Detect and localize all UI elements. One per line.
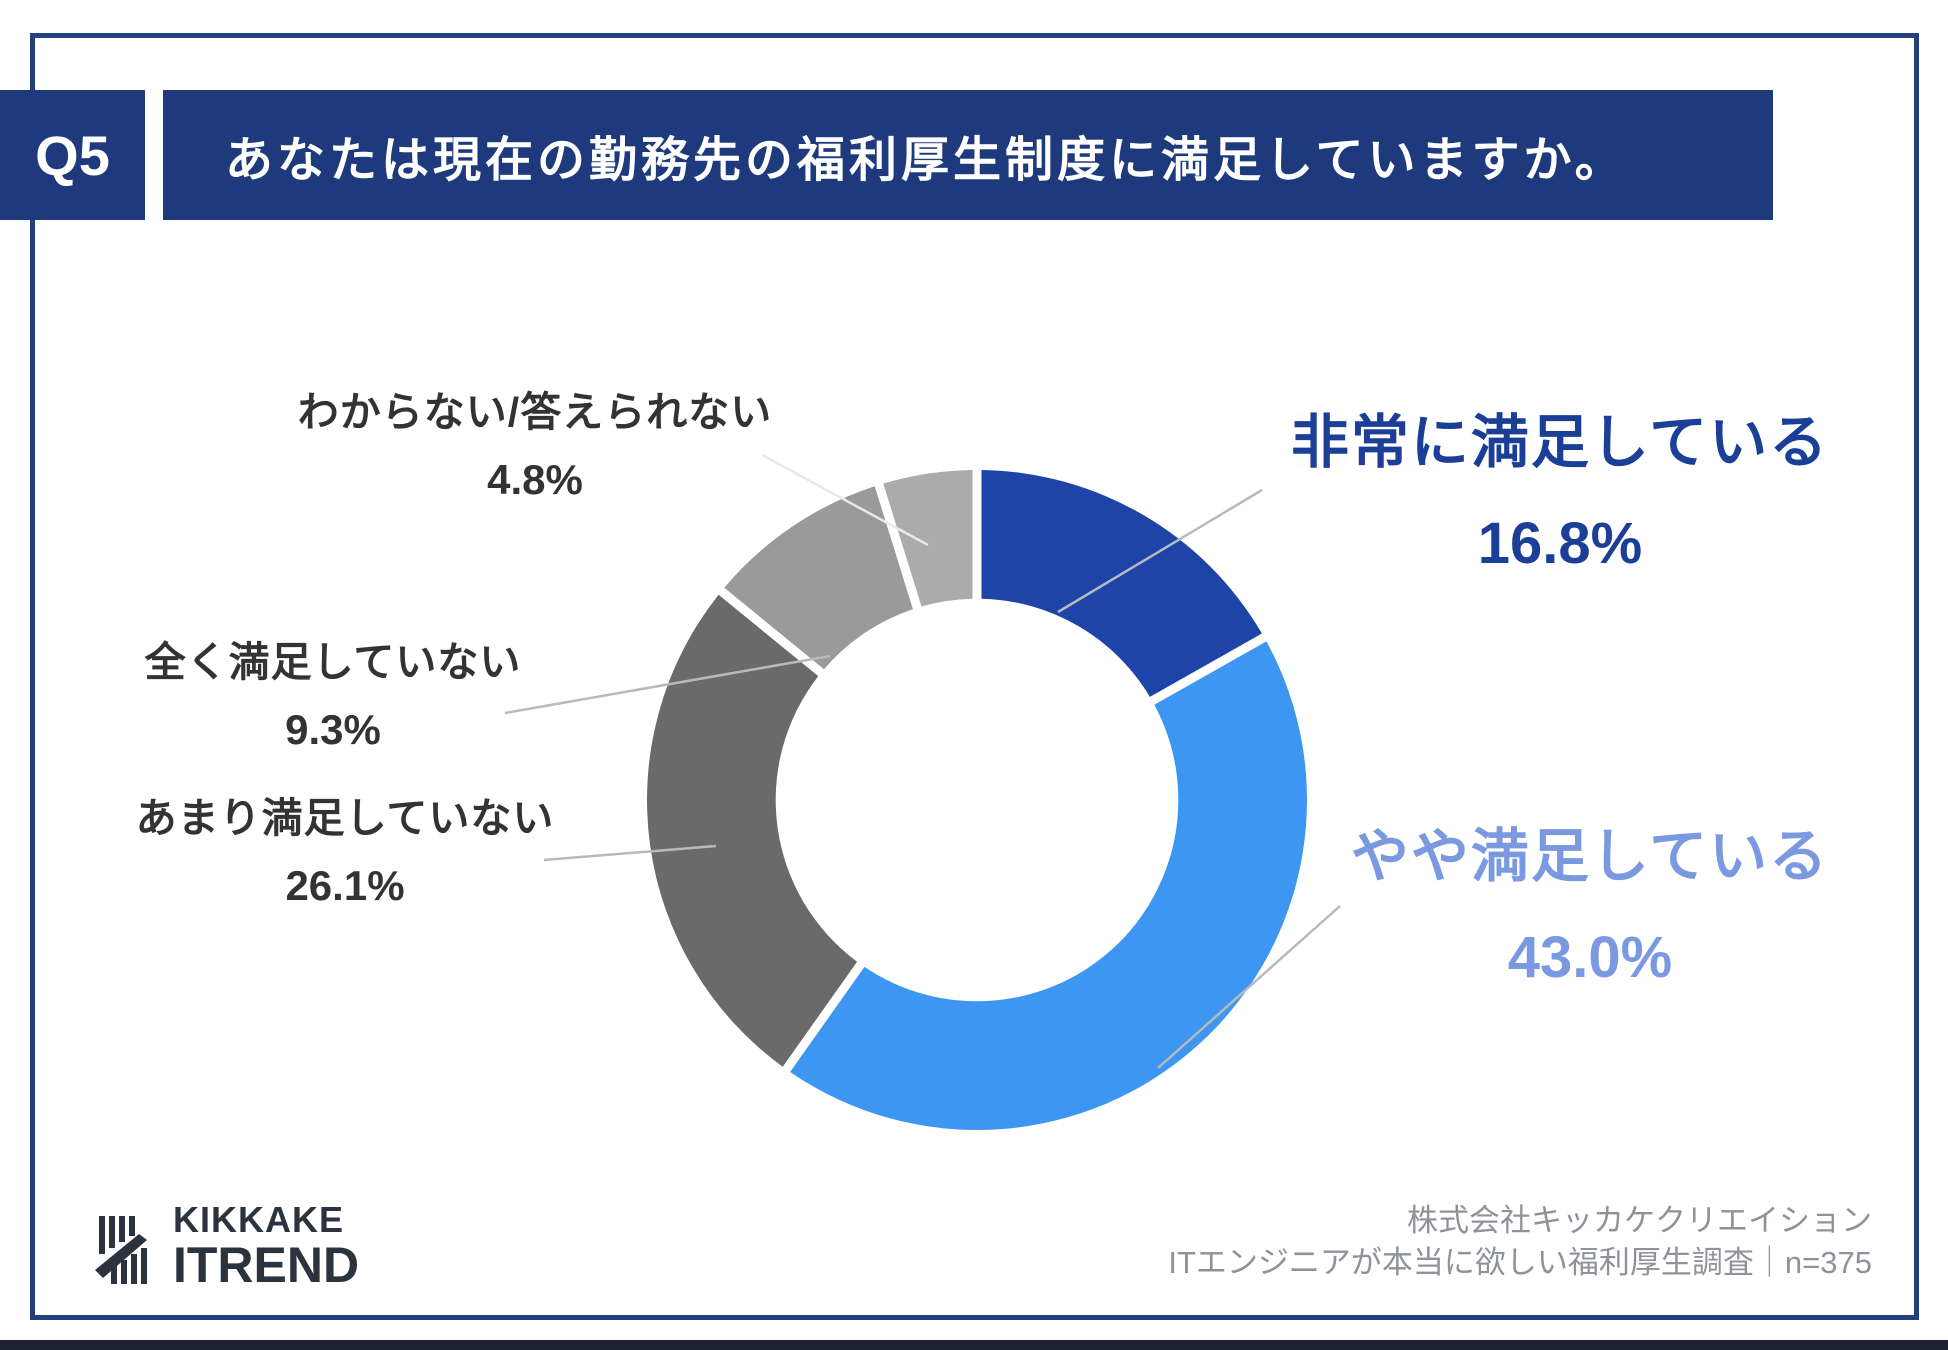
callout-somewhat-satisfied-label: やや満足している bbox=[1350, 824, 1830, 889]
page-frame bbox=[30, 33, 1919, 1320]
callout-somewhat-satisfied: やや満足している 43.0% bbox=[1351, 822, 1829, 988]
callout-not-at-all-satisfied-label: 全く満足していない bbox=[144, 639, 522, 685]
donut-slice-0 bbox=[981, 470, 1262, 697]
logo-bars-icon bbox=[95, 1216, 147, 1284]
callout-not-at-all-satisfied-pct: 9.3% bbox=[285, 706, 381, 753]
credit-survey-name: ITエンジニアが本当に欲しい福利厚生調査｜n=375 bbox=[1168, 1244, 1872, 1280]
question-number-box: Q5 bbox=[0, 90, 145, 220]
callout-very-satisfied: 非常に満足している 16.8% bbox=[1291, 408, 1829, 574]
callout-not-very-satisfied-label: あまり満足していない bbox=[135, 795, 555, 841]
donut-chart bbox=[647, 470, 1307, 1130]
callout-dont-know-pct: 4.8% bbox=[487, 456, 583, 503]
callout-not-at-all-satisfied: 全く満足していない 9.3% bbox=[145, 636, 522, 752]
bottom-edge-strip bbox=[0, 1340, 1948, 1350]
callout-dont-know-label: わからない/答えられない bbox=[297, 389, 773, 435]
survey-credit: 株式会社キッカケクリエイション ITエンジニアが本当に欲しい福利厚生調査｜n=3… bbox=[1168, 1200, 1872, 1284]
callout-very-satisfied-label: 非常に満足している bbox=[1290, 410, 1830, 475]
credit-company: 株式会社キッカケクリエイション bbox=[1407, 1203, 1872, 1238]
callout-not-very-satisfied-pct: 26.1% bbox=[285, 862, 405, 909]
callout-not-very-satisfied: あまり満足していない 26.1% bbox=[136, 792, 555, 908]
question-number: Q5 bbox=[35, 123, 110, 187]
logo-text-itrend: ITREND bbox=[173, 1237, 360, 1293]
kikkake-itrend-logo: KIKKAKE ITREND bbox=[95, 1202, 359, 1290]
donut-slice-1 bbox=[790, 641, 1307, 1130]
callout-somewhat-satisfied-pct: 43.0% bbox=[1507, 925, 1673, 990]
title-banner: あなたは現在の勤務先の福利厚生制度に満足していますか。 bbox=[163, 90, 1773, 220]
callout-dont-know: わからない/答えられない 4.8% bbox=[298, 386, 772, 502]
logo-text-kikkake: KIKKAKE bbox=[173, 1199, 345, 1240]
callout-very-satisfied-pct: 16.8% bbox=[1477, 511, 1643, 576]
page-title: あなたは現在の勤務先の福利厚生制度に満足していますか。 bbox=[225, 134, 1627, 187]
